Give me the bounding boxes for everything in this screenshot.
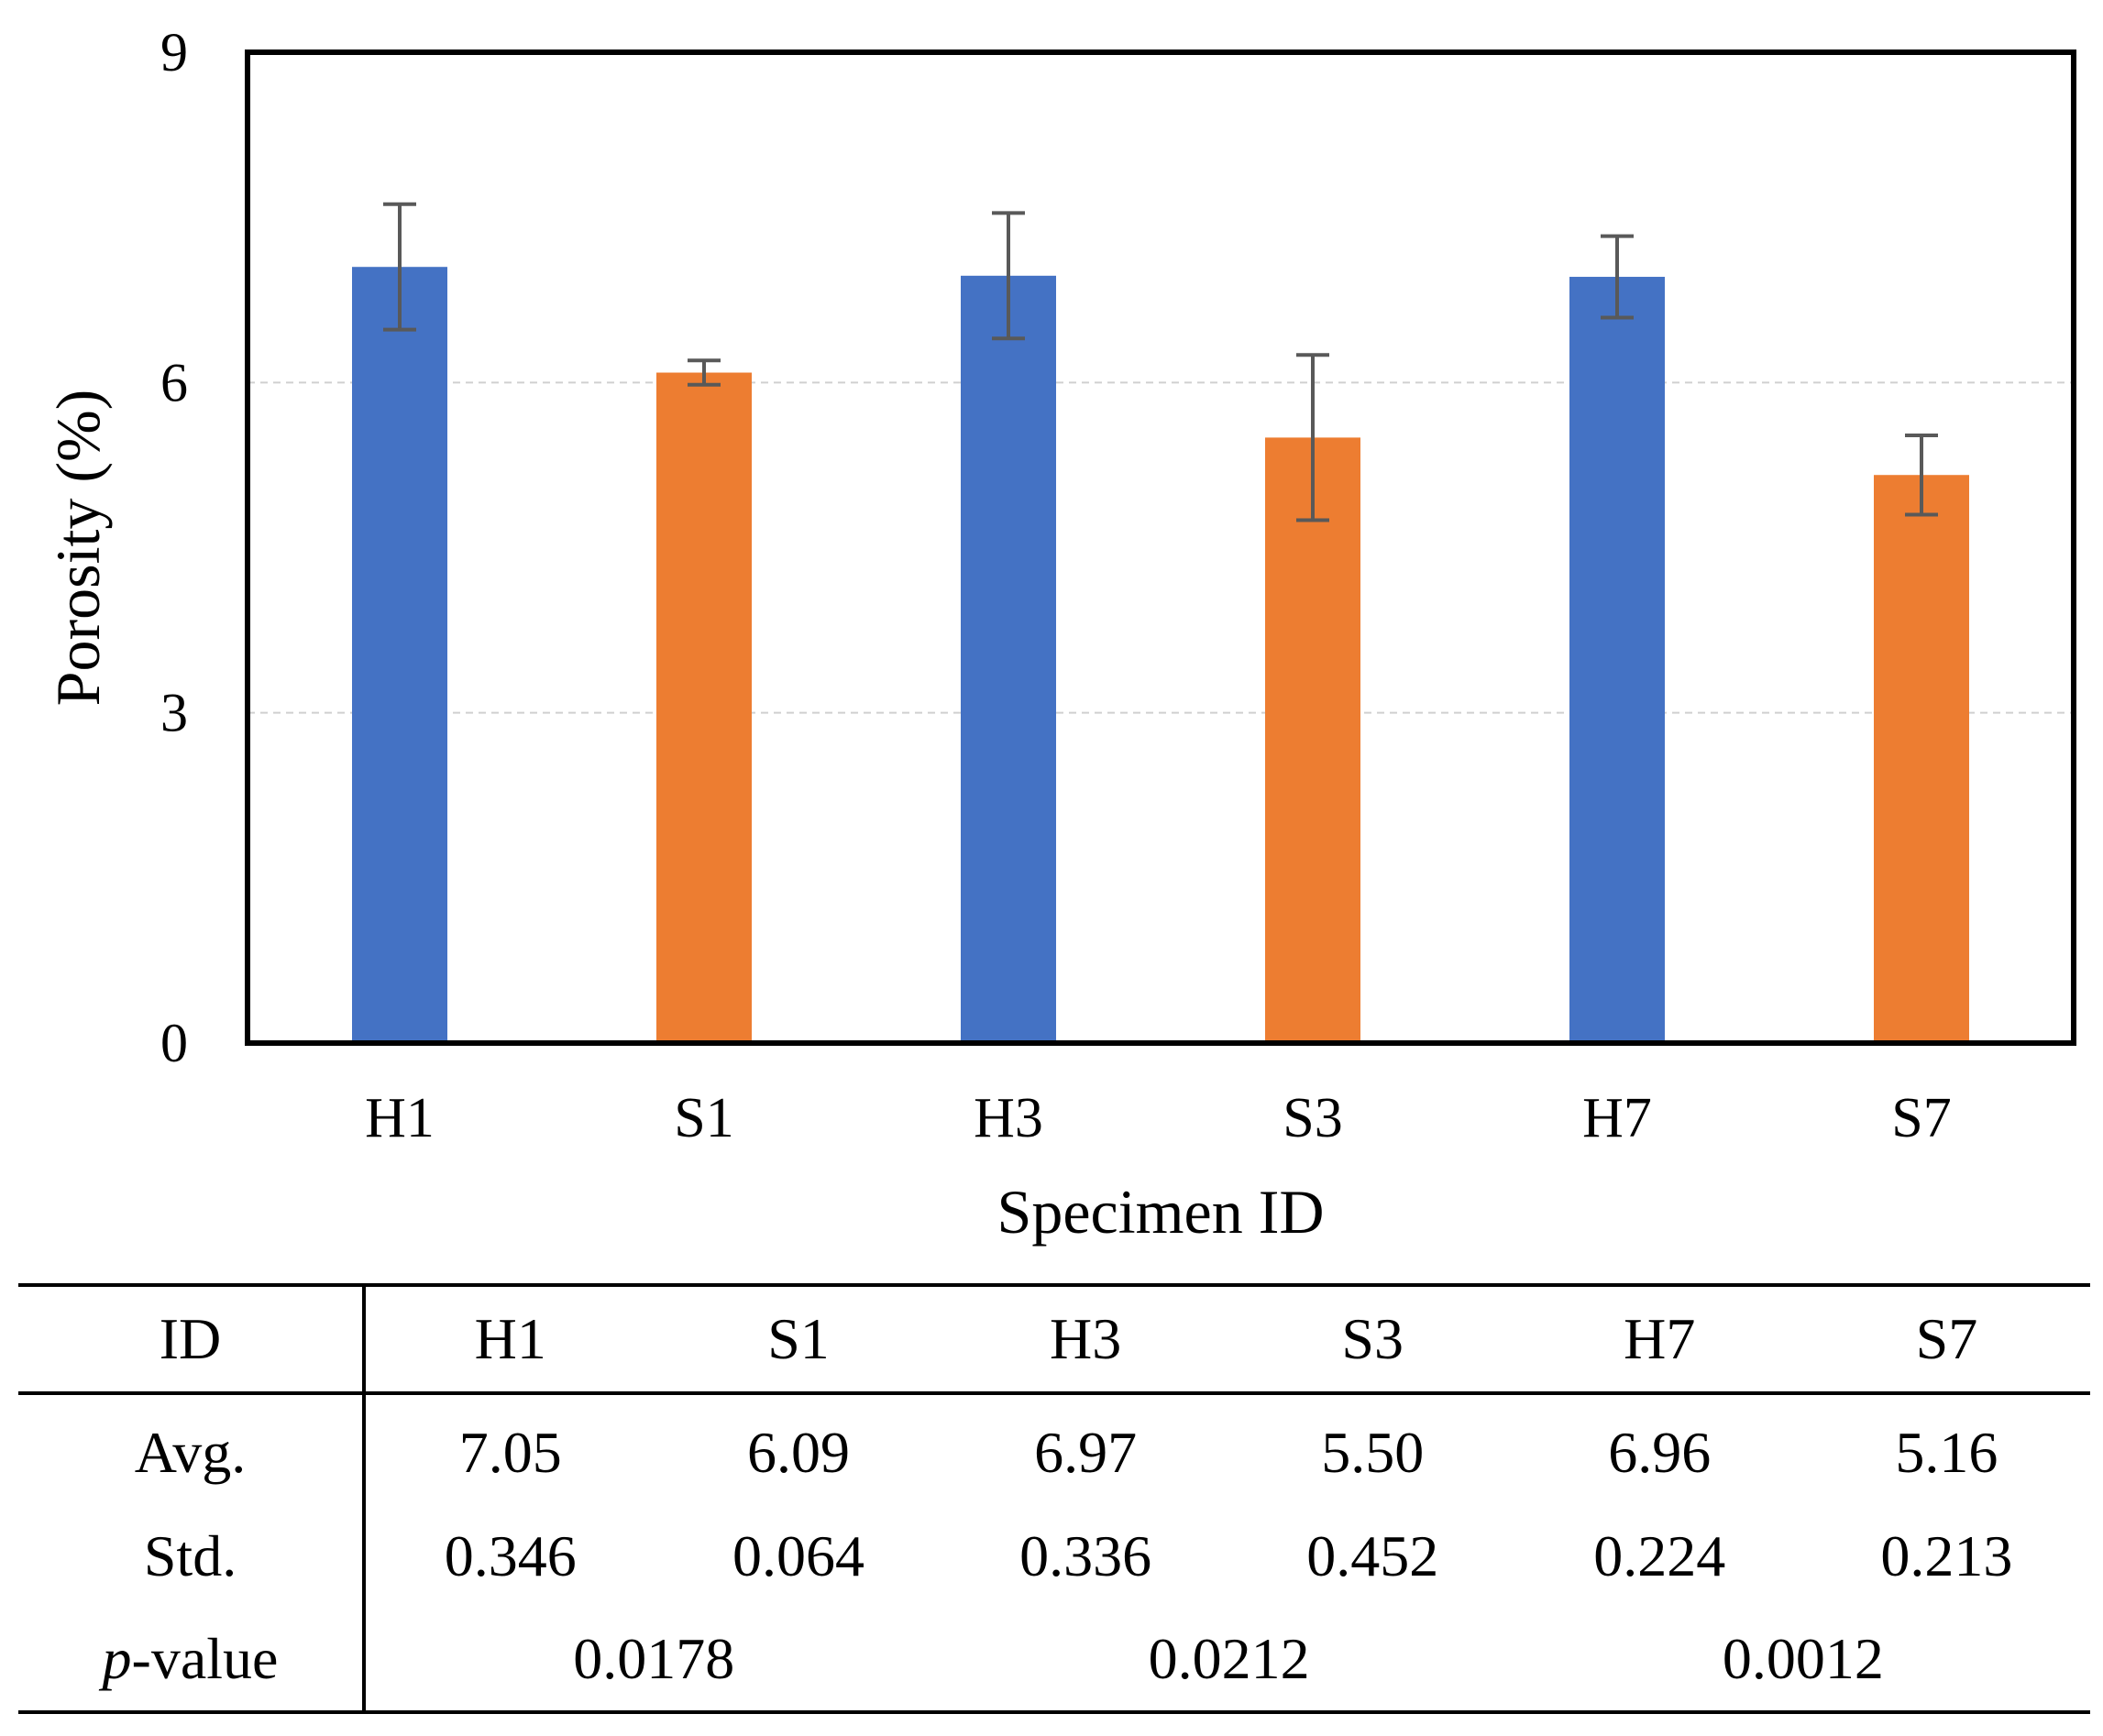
error-bar-h7 — [1601, 234, 1634, 320]
bar-s7 — [1874, 475, 1969, 1043]
bar-h1 — [352, 267, 447, 1043]
table-cell: 6.96 — [1608, 1420, 1712, 1485]
error-bar-s3 — [1296, 353, 1329, 522]
bar-h3 — [961, 275, 1056, 1043]
error-bar-h3 — [992, 211, 1025, 341]
table-cell-pvalue: 0.0212 — [941, 1608, 1516, 1714]
table-cell: 0.213 — [1880, 1523, 2013, 1588]
error-bar-s7 — [1905, 433, 1938, 517]
table-cell: 0.064 — [732, 1523, 864, 1588]
table-header-cell: ID — [18, 1283, 366, 1395]
x-category-label: H7 — [1582, 1087, 1652, 1149]
table-cell: 6.09 — [747, 1420, 850, 1485]
bar-s1 — [656, 372, 752, 1044]
x-category-label: S1 — [674, 1087, 733, 1149]
x-category-label: H1 — [365, 1087, 435, 1149]
table-header-cell: H3 — [941, 1283, 1229, 1395]
error-bar-h1 — [383, 202, 416, 332]
table-cell: 5.50 — [1321, 1420, 1425, 1485]
table-cell: 0.452 — [1306, 1523, 1439, 1588]
table-cell: 0.224 — [1593, 1523, 1726, 1588]
x-category-labels: H1 S1 H3 S3 H7 S7 — [365, 1087, 1952, 1149]
porosity-bar-chart: 0 3 6 9 H1 S1 H3 S3 H7 S7 Porosity (%) Specimen … — [43, 22, 2076, 1247]
y-tick-label: 0 — [160, 1013, 188, 1073]
pvalue-label-suffix: -value — [131, 1626, 279, 1691]
error-bars — [383, 202, 1938, 522]
table-header-cell: S1 — [655, 1283, 942, 1395]
error-bar-s1 — [688, 358, 721, 387]
y-axis-title: Porosity (%) — [43, 390, 113, 707]
x-category-label: S7 — [1891, 1087, 1951, 1149]
y-tick-label: 3 — [160, 683, 188, 743]
y-tick-label: 6 — [160, 352, 188, 412]
table-row-std: Std. 0.346 0.064 0.336 0.452 0.224 0.213 — [18, 1505, 2090, 1608]
table-cell: 6.97 — [1034, 1420, 1138, 1485]
table-cell: 0.336 — [1019, 1523, 1152, 1588]
table-cell: 7.05 — [458, 1420, 562, 1485]
table-cell: 0.346 — [444, 1523, 577, 1588]
table-cell-pvalue: 0.0178 — [364, 1608, 942, 1714]
table-header-cell: S3 — [1228, 1283, 1516, 1395]
table-row-label: Avg. — [18, 1393, 366, 1505]
x-category-label: S3 — [1283, 1087, 1342, 1149]
table-header-cell: H1 — [364, 1283, 655, 1395]
table-header-cell: H7 — [1515, 1283, 1803, 1395]
table-row-label: p-value — [18, 1608, 366, 1714]
table-cell-pvalue: 0.0012 — [1515, 1608, 2090, 1714]
table-row-label: Std. — [18, 1505, 366, 1608]
bar-h7 — [1569, 277, 1665, 1043]
y-tick-label: 9 — [160, 22, 188, 82]
table-header-cell: S7 — [1802, 1283, 2090, 1395]
table-cell: 5.16 — [1895, 1420, 1998, 1485]
x-category-label: H3 — [974, 1087, 1043, 1149]
y-tick-labels: 0 3 6 9 — [160, 22, 188, 1073]
summary-table: ID H1 S1 H3 S3 H7 S7 Avg. 7.05 6.09 6.97… — [18, 1283, 2090, 1714]
table-header-row: ID H1 S1 H3 S3 H7 S7 — [18, 1283, 2090, 1395]
plot-frame — [245, 49, 2076, 1046]
table-row-avg: Avg. 7.05 6.09 6.97 5.50 6.96 5.16 — [18, 1393, 2090, 1505]
x-axis-title: Specimen ID — [997, 1177, 1325, 1247]
bars — [352, 267, 1969, 1044]
bar-s3 — [1265, 437, 1360, 1043]
pvalue-label-italic: p — [102, 1626, 132, 1691]
grid-lines — [248, 381, 2074, 714]
table-row-pvalue: p-value 0.0178 0.0212 0.0012 — [18, 1608, 2090, 1714]
